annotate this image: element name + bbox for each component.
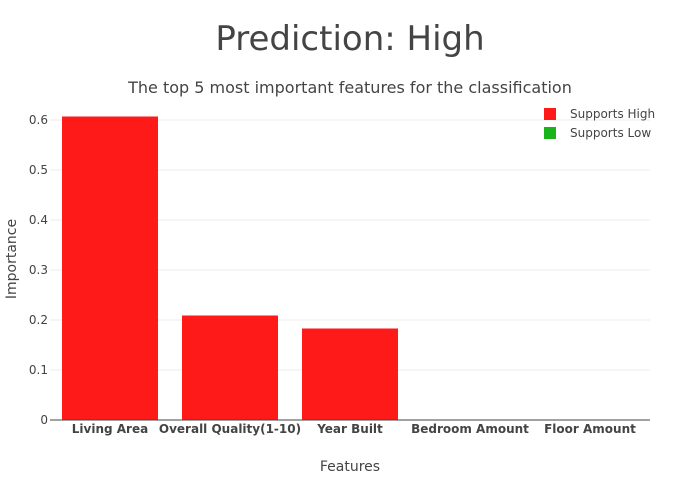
legend[interactable]: Supports High Supports Low xyxy=(544,107,655,140)
x-axis-ticks: Living Area Overall Quality(1-10) Year Bui… xyxy=(72,422,636,436)
chart-subtitle: The top 5 most important features for th… xyxy=(127,78,572,97)
legend-item[interactable]: Supports Low xyxy=(544,126,651,140)
x-axis-title: Features xyxy=(320,459,380,475)
legend-label: Supports High xyxy=(570,107,655,121)
bar[interactable] xyxy=(182,315,278,421)
y-tick-label: 0.5 xyxy=(29,163,48,177)
y-axis-title: Importance xyxy=(4,219,20,299)
x-tick-label: Overall Quality(1-10) xyxy=(159,422,301,436)
bars xyxy=(62,116,398,421)
y-tick-label: 0.4 xyxy=(29,213,48,227)
legend-swatch xyxy=(544,127,556,139)
chart-title: Prediction: High xyxy=(215,19,484,59)
y-tick-label: 0.1 xyxy=(29,363,48,377)
x-tick-label: Living Area xyxy=(72,422,148,436)
y-tick-label: 0.3 xyxy=(29,263,48,277)
bar[interactable] xyxy=(62,116,158,421)
y-tick-label: 0 xyxy=(40,413,48,427)
bar[interactable] xyxy=(302,328,398,421)
y-tick-label: 0.2 xyxy=(29,313,48,327)
legend-item[interactable]: Supports High xyxy=(544,107,655,121)
x-tick-label: Bedroom Amount xyxy=(411,422,529,436)
x-tick-label: Floor Amount xyxy=(544,422,636,436)
legend-swatch xyxy=(544,108,556,120)
y-axis-ticks: 0 0.1 0.2 0.3 0.4 0.5 0.6 xyxy=(29,113,48,427)
x-tick-label: Year Built xyxy=(316,422,383,436)
y-tick-label: 0.6 xyxy=(29,113,48,127)
legend-label: Supports Low xyxy=(570,126,651,140)
